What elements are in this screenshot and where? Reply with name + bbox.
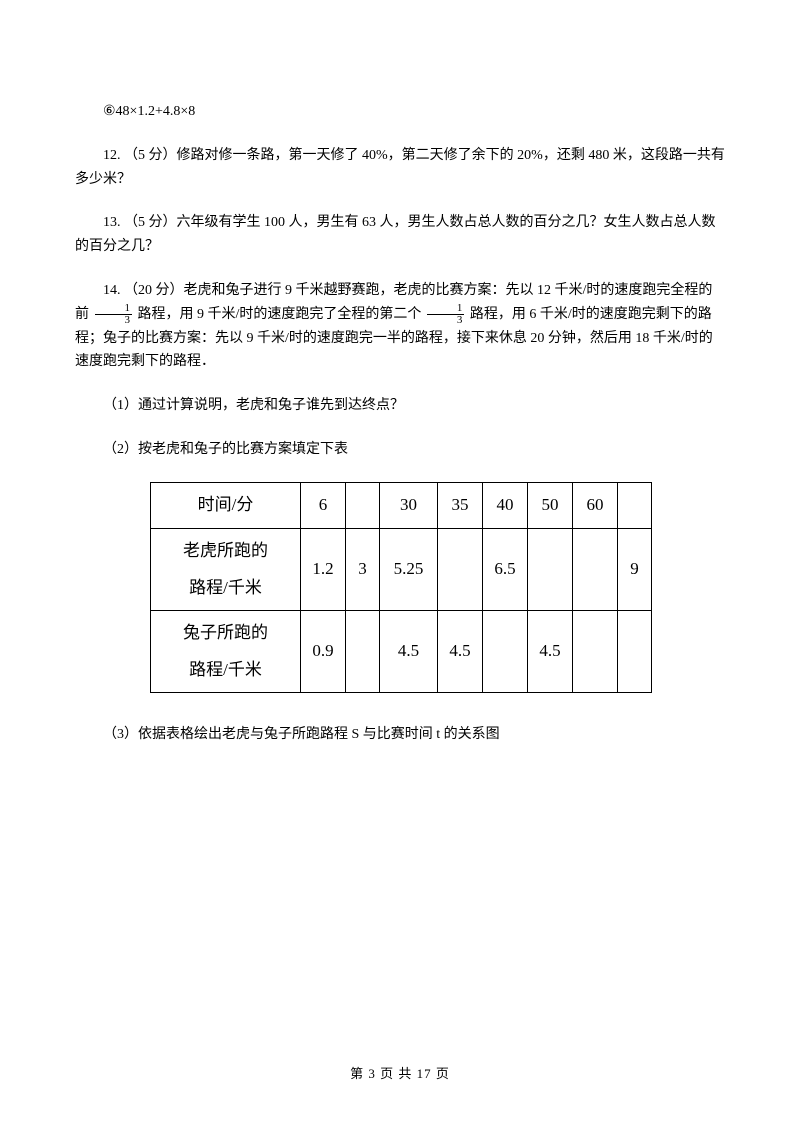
- table-cell: 0.9: [301, 610, 346, 692]
- table-cell: 4.5: [438, 610, 483, 692]
- question-14-sub3: （3）依据表格绘出老虎与兔子所跑路程 S 与比赛时间 t 的关系图: [75, 723, 725, 747]
- fraction-1-3: 1 3: [95, 303, 133, 326]
- table-cell: 9: [618, 528, 652, 610]
- table-cell: 6: [301, 482, 346, 528]
- table-cell: [618, 610, 652, 692]
- question-14-sub1: （1）通过计算说明，老虎和兔子谁先到达终点？: [75, 394, 725, 418]
- fraction-1-3-b: 1 3: [427, 303, 465, 326]
- question-12: 12. （5 分）修路对修一条路，第一天修了 40%，第二天修了余下的 20%，…: [75, 144, 725, 192]
- table-cell: [528, 528, 573, 610]
- table-cell: 40: [483, 482, 528, 528]
- question-13: 13. （5 分）六年级有学生 100 人，男生有 63 人，男生人数占总人数的…: [75, 211, 725, 259]
- table-cell: 30: [380, 482, 438, 528]
- table-cell: 60: [573, 482, 618, 528]
- table-cell: 3: [346, 528, 380, 610]
- question-6: ⑥48×1.2+4.8×8: [75, 100, 725, 124]
- table-cell: [346, 610, 380, 692]
- table-cell: [346, 482, 380, 528]
- race-table: 时间/分 6 3035405060 老虎所跑的路程/千米 1.235.25 6.5 9…: [150, 482, 652, 693]
- race-table-wrapper: 时间/分 6 3035405060 老虎所跑的路程/千米 1.235.25 6.5 9…: [150, 482, 725, 693]
- table-cell: [483, 610, 528, 692]
- table-cell: 4.5: [380, 610, 438, 692]
- header-rabbit: 兔子所跑的路程/千米: [151, 610, 301, 692]
- table-cell: [618, 482, 652, 528]
- table-row-tiger: 老虎所跑的路程/千米 1.235.25 6.5 9: [151, 528, 652, 610]
- question-14: 14. （20 分）老虎和兔子进行 9 千米越野赛跑，老虎的比赛方案：先以 12…: [75, 279, 725, 374]
- page-footer: 第 3 页 共 17 页: [0, 1063, 800, 1082]
- table-cell: 5.25: [380, 528, 438, 610]
- fraction-denominator: 3: [95, 315, 133, 326]
- table-cell: 4.5: [528, 610, 573, 692]
- table-row-time: 时间/分 6 3035405060: [151, 482, 652, 528]
- table-cell: [573, 528, 618, 610]
- table-cell: 1.2: [301, 528, 346, 610]
- table-cell: [438, 528, 483, 610]
- header-tiger: 老虎所跑的路程/千米: [151, 528, 301, 610]
- table-cell: [573, 610, 618, 692]
- question-14-sub2: （2）按老虎和兔子的比赛方案填定下表: [75, 438, 725, 462]
- table-row-rabbit: 兔子所跑的路程/千米 0.94.54.54.5: [151, 610, 652, 692]
- header-time: 时间/分: [151, 482, 301, 528]
- table-cell: 50: [528, 482, 573, 528]
- fraction-denominator: 3: [427, 315, 465, 326]
- q14-part-b: 路程，用 9 千米/时的速度跑完了全程的第二个: [138, 307, 422, 322]
- table-cell: 35: [438, 482, 483, 528]
- q14-part-a: 14. （20 分）老虎和兔子进行 9 千米越野赛跑，老虎的比赛方案：先以 12…: [103, 283, 712, 298]
- table-cell: 6.5: [483, 528, 528, 610]
- page-content: ⑥48×1.2+4.8×8 12. （5 分）修路对修一条路，第一天修了 40%…: [75, 100, 725, 747]
